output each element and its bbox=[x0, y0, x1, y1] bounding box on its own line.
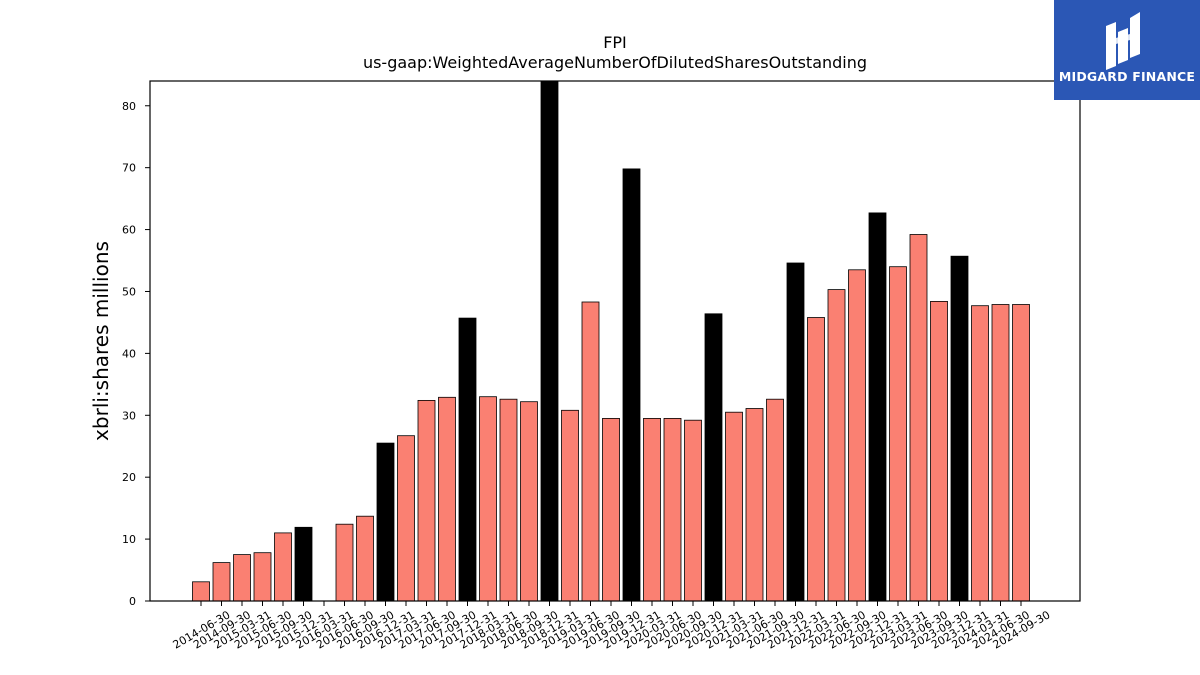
bar-2016-06-30 bbox=[335, 523, 354, 602]
y-axis: 0 10 20 30 40 50 60 70 80 bbox=[122, 100, 150, 608]
bar-2019-03-31 bbox=[561, 409, 579, 602]
logo-mark-icon bbox=[1106, 12, 1140, 70]
bar-2015-06-30 bbox=[253, 552, 272, 602]
bar-2024-06-30 bbox=[991, 304, 1010, 602]
bar-2021-12-31 bbox=[786, 262, 805, 602]
y-tick-label: 70 bbox=[122, 162, 136, 175]
y-tick-label: 20 bbox=[122, 471, 136, 484]
chart-title: FPI bbox=[603, 33, 627, 52]
bar-2017-03-31 bbox=[397, 435, 415, 602]
bar-2020-03-31 bbox=[643, 417, 661, 602]
bar-2024-09-30 bbox=[1012, 304, 1030, 602]
bar-2016-09-30 bbox=[356, 515, 374, 602]
bar-2022-03-31 bbox=[807, 317, 825, 602]
bar-2024-03-31 bbox=[971, 305, 989, 602]
bar-2015-03-31 bbox=[233, 554, 251, 602]
bar-2023-12-31 bbox=[950, 255, 969, 602]
bar-2021-09-30 bbox=[766, 398, 784, 602]
bar-2022-12-31 bbox=[868, 212, 887, 602]
y-tick-label: 0 bbox=[129, 595, 136, 608]
bar-2019-06-30 bbox=[581, 301, 600, 602]
bar-2015-12-31 bbox=[294, 526, 313, 602]
bar-2023-06-30 bbox=[909, 234, 928, 602]
bar-2021-03-31 bbox=[725, 411, 743, 602]
y-tick-label: 60 bbox=[122, 224, 136, 237]
bar-2019-09-30 bbox=[602, 417, 620, 602]
y-tick-label: 80 bbox=[122, 100, 136, 113]
chart-subtitle: us-gaap:WeightedAverageNumberOfDilutedSh… bbox=[362, 53, 868, 72]
bar-2018-09-30 bbox=[520, 401, 538, 602]
bar-2017-06-30 bbox=[417, 399, 436, 602]
bar-2018-12-31 bbox=[540, 80, 559, 602]
bars-group bbox=[192, 80, 1030, 602]
bar-2019-12-31 bbox=[622, 168, 641, 602]
bar-2022-09-30 bbox=[848, 269, 866, 602]
logo-text: MIDGARD FINANCE bbox=[1058, 69, 1196, 84]
bar-2022-06-30 bbox=[827, 289, 846, 602]
bar-2017-12-31 bbox=[458, 317, 477, 602]
plot-frame bbox=[149, 80, 1081, 602]
bar-2018-06-30 bbox=[499, 398, 518, 602]
bar-2014-06-30 bbox=[192, 581, 210, 602]
bar-2018-03-31 bbox=[479, 396, 497, 602]
bar-2014-09-30 bbox=[212, 562, 231, 602]
y-axis-label: xbrli:shares millions bbox=[89, 241, 113, 441]
bar-2021-06-30 bbox=[745, 408, 764, 602]
bar-2020-12-31 bbox=[704, 313, 723, 602]
bar-2023-09-30 bbox=[930, 300, 948, 602]
bar-2020-09-30 bbox=[684, 419, 702, 602]
bar-2020-06-30 bbox=[663, 417, 682, 602]
brand-logo: MIDGARD FINANCE bbox=[1054, 0, 1200, 100]
bar-2017-09-30 bbox=[438, 396, 456, 602]
y-tick-label: 50 bbox=[122, 285, 136, 298]
y-tick-label: 40 bbox=[122, 347, 136, 360]
bar-2023-03-31 bbox=[889, 266, 907, 602]
y-tick-label: 10 bbox=[122, 533, 136, 546]
x-axis: 2014-06-302014-09-302015-03-312015-06-30… bbox=[171, 601, 1053, 652]
bar-2015-09-30 bbox=[274, 532, 292, 602]
bar-2016-12-31 bbox=[376, 442, 395, 602]
y-tick-label: 30 bbox=[122, 409, 136, 422]
